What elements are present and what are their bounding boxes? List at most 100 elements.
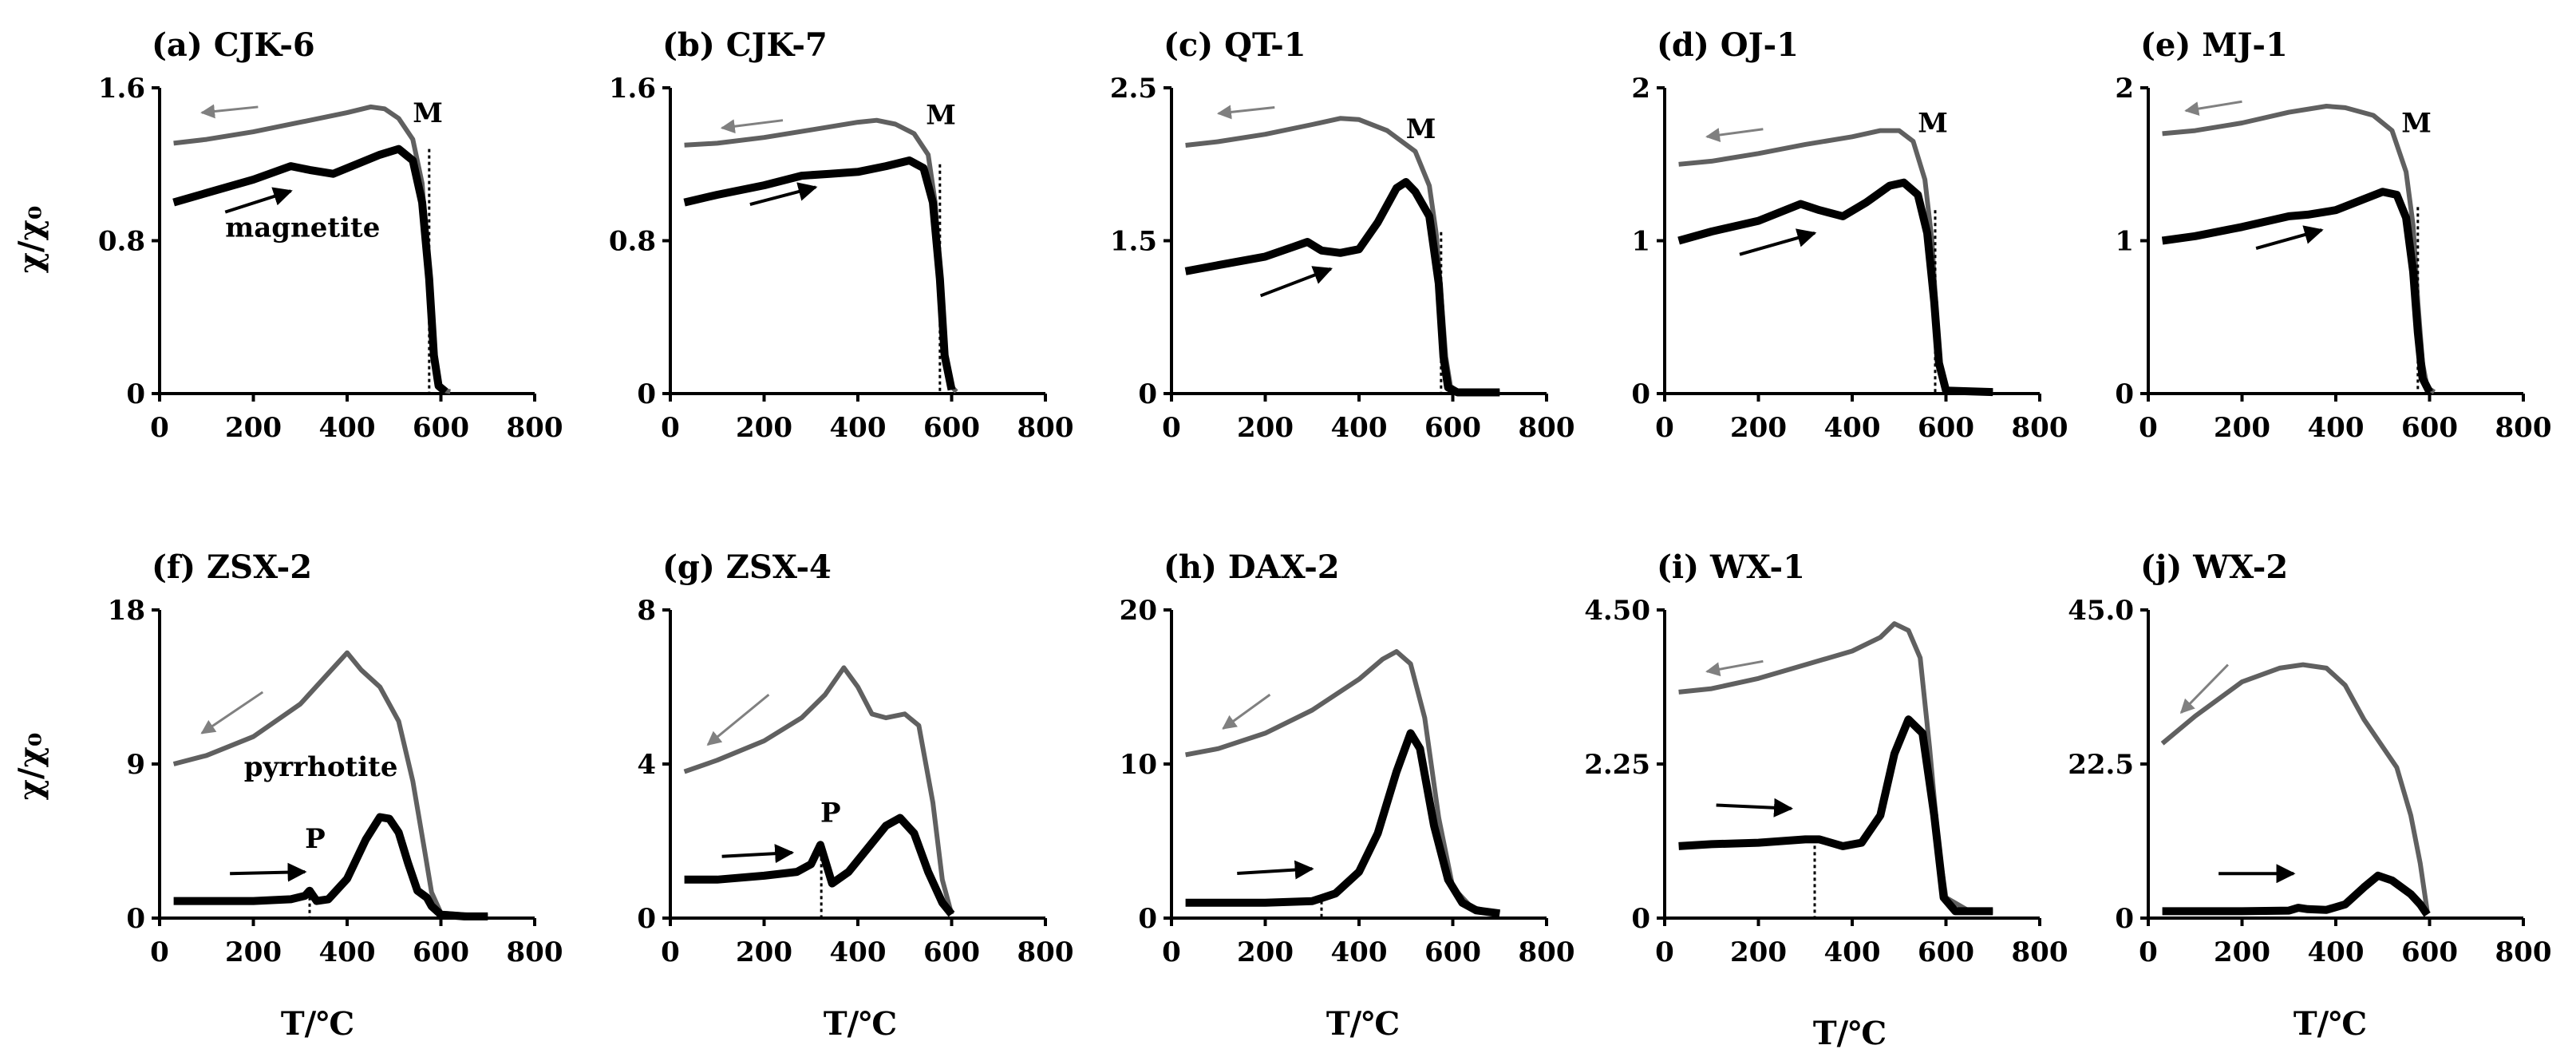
y-tick-label-h: 10 — [1120, 749, 1157, 781]
panel-e: (e) MJ-1 0 200 400 600 800 0 1 2 M — [2115, 26, 2551, 444]
x-tick-label-f: 800 — [507, 936, 563, 968]
heating-direction-arrow-d — [1739, 228, 1817, 256]
heating-direction-arrow-i — [1716, 798, 1794, 818]
x-tick-label-e: 400 — [2308, 412, 2365, 444]
x-tick-label-g: 800 — [1017, 936, 1074, 968]
panel-title-a: (a) CJK-6 — [152, 26, 315, 64]
x-tick-label-d: 0 — [1655, 412, 1674, 444]
x-tick-label-a: 800 — [507, 412, 563, 444]
x-tick-label-a: 400 — [319, 412, 376, 444]
cooling-direction-arrow-d — [1705, 128, 1764, 143]
cooling-curve-a — [173, 104, 451, 394]
y-tick-label-a: 0 — [126, 378, 145, 410]
y-tick-label-e: 2 — [2115, 73, 2134, 105]
panel-d: (d) OJ-1 0 200 400 600 800 0 1 2 M — [1631, 26, 2068, 444]
cooling-direction-arrow-c — [1216, 105, 1275, 120]
panel-i: (i) WX-1 0 200 400 600 800 0 2.25 4.50 — [1584, 548, 2068, 968]
panel-f: (f) ZSX-2 0 200 400 600 800 0 9 18 pyrrhotite P — [108, 548, 563, 968]
y-axis-label-row-2: χ/χ₀ — [12, 733, 49, 801]
y-tick-label-h: 0 — [1138, 903, 1157, 935]
cooling-curve-j — [2160, 662, 2430, 912]
x-tick-label-f: 200 — [225, 936, 282, 968]
y-tick-label-h: 20 — [1120, 595, 1157, 627]
y-tick-label-c: 2.5 — [1110, 73, 1157, 105]
x-tick-label-j: 600 — [2401, 936, 2458, 968]
y-tick-label-f: 9 — [126, 749, 145, 781]
y-tick-label-i: 2.25 — [1584, 749, 1650, 781]
x-tick-label-i: 600 — [1918, 936, 1974, 968]
y-tick-label-b: 0.8 — [609, 226, 656, 258]
y-axis-label-row-1: χ/χ₀ — [12, 206, 49, 274]
x-tick-label-a: 200 — [225, 412, 282, 444]
x-tick-label-d: 800 — [2012, 412, 2068, 444]
y-tick-label-d: 1 — [1631, 226, 1650, 258]
x-tick-label-b: 0 — [661, 412, 680, 444]
y-tick-label-c: 0 — [1138, 378, 1157, 410]
heating-direction-arrow-h — [1237, 860, 1314, 880]
x-tick-label-g: 400 — [830, 936, 887, 968]
cooling-curve-f — [172, 650, 488, 919]
y-tick-label-j: 22.5 — [2068, 749, 2134, 781]
x-tick-label-c: 600 — [1424, 412, 1481, 444]
x-tick-label-b: 600 — [923, 412, 980, 444]
panel-b: (b) CJK-7 0 200 400 600 800 0 0.8 1.6 M — [609, 26, 1074, 444]
x-tick-label-j: 800 — [2495, 936, 2552, 968]
x-tick-label-a: 0 — [150, 412, 169, 444]
annotation-b: M — [926, 99, 956, 131]
y-tick-label-e: 1 — [2115, 226, 2134, 258]
y-tick-label-f: 18 — [108, 595, 145, 627]
panel-title-h: (h) DAX-2 — [1164, 548, 1340, 586]
panel-title-j: (j) WX-2 — [2140, 548, 2288, 586]
x-tick-label-d: 400 — [1824, 412, 1881, 444]
panel-h: (h) DAX-2 0 200 400 600 800 0 10 20 — [1120, 548, 1575, 968]
cooling-direction-arrow-h — [1222, 693, 1271, 730]
x-tick-label-f: 0 — [150, 936, 169, 968]
panel-title-g: (g) ZSX-4 — [662, 548, 832, 586]
y-tick-label-g: 0 — [637, 903, 656, 935]
x-tick-label-h: 400 — [1331, 936, 1388, 968]
cooling-direction-arrow-e — [2184, 100, 2242, 117]
panel-title-e: (e) MJ-1 — [2140, 26, 2288, 64]
x-axis-label-j: T/℃ — [2294, 1005, 2367, 1043]
y-tick-label-j: 0 — [2115, 903, 2134, 935]
y-tick-label-a: 1.6 — [98, 73, 145, 105]
x-tick-label-b: 400 — [830, 412, 887, 444]
y-tick-label-i: 0 — [1631, 903, 1650, 935]
heating-direction-arrow-c — [1259, 266, 1333, 298]
cooling-direction-arrow-f — [200, 691, 264, 734]
x-tick-label-b: 200 — [736, 412, 792, 444]
cooling-direction-arrow-a — [200, 104, 259, 119]
x-tick-label-i: 400 — [1824, 936, 1881, 968]
y-tick-label-a: 0.8 — [98, 226, 145, 258]
cooling-curve-h — [1185, 649, 1500, 916]
x-tick-label-h: 800 — [1519, 936, 1575, 968]
x-tick-label-j: 200 — [2214, 936, 2270, 968]
heating-curve-i — [1678, 715, 1993, 916]
heating-curve-j — [2162, 871, 2431, 917]
x-tick-label-e: 800 — [2495, 412, 2552, 444]
heating-curve-e — [2161, 188, 2433, 394]
cooling-direction-arrow-j — [2179, 663, 2229, 714]
panel-g: (g) ZSX-4 0 200 400 600 800 0 4 8 P — [637, 548, 1073, 968]
y-tick-label-c: 1.5 — [1110, 226, 1157, 258]
y-tick-label-g: 8 — [637, 595, 656, 627]
x-tick-label-c: 200 — [1237, 412, 1294, 444]
annotation-f: P — [305, 823, 326, 855]
cooling-direction-arrow-i — [1705, 659, 1764, 677]
cooling-curve-i — [1678, 621, 1993, 914]
x-tick-label-e: 200 — [2214, 412, 2270, 444]
heating-curve-b — [683, 156, 956, 391]
cooling-curve-g — [683, 665, 954, 915]
y-tick-label-f: 0 — [126, 903, 145, 935]
x-tick-label-c: 0 — [1162, 412, 1181, 444]
panel-title-b: (b) CJK-7 — [662, 26, 828, 64]
y-tick-label-d: 2 — [1631, 73, 1650, 105]
x-tick-label-c: 400 — [1331, 412, 1388, 444]
heating-direction-arrow-g — [721, 844, 795, 864]
x-tick-label-h: 0 — [1162, 936, 1181, 968]
x-axis-label-g: T/℃ — [824, 1005, 897, 1043]
heating-direction-arrow-a — [224, 187, 293, 214]
heating-curve-c — [1184, 178, 1500, 397]
